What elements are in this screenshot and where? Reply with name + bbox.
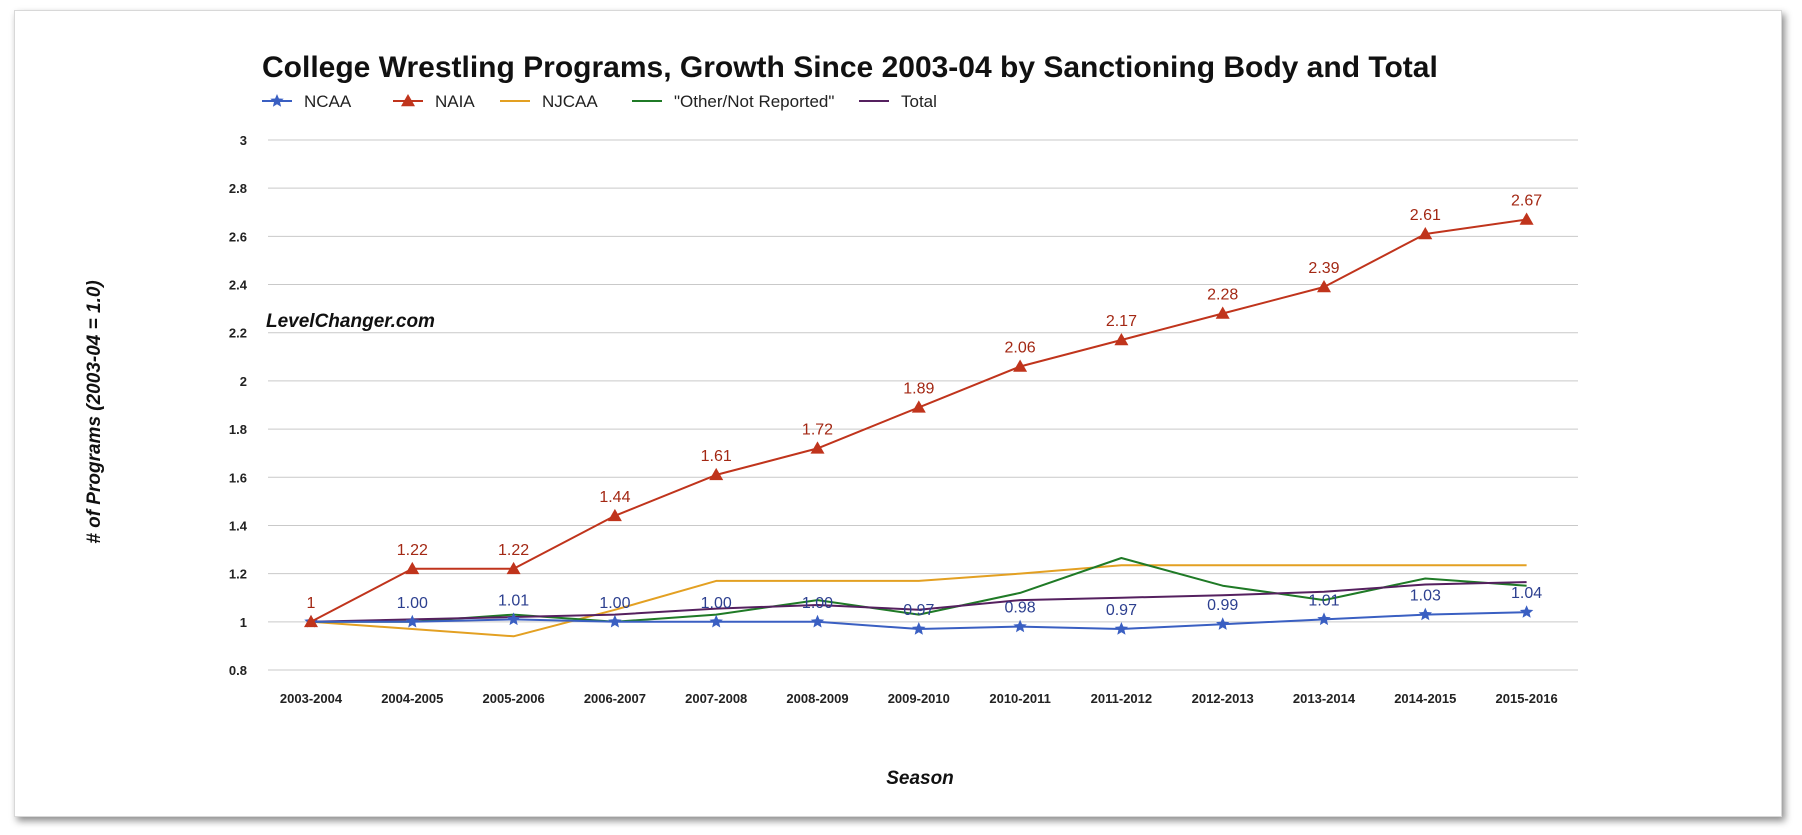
y-tick-label: 1.2 — [229, 567, 247, 582]
point-naia — [607, 508, 622, 522]
point-ncaa — [608, 614, 622, 628]
data-label-naia: 1.22 — [498, 542, 529, 559]
point-naia — [911, 400, 926, 413]
data-label-ncaa: 1.01 — [498, 592, 529, 609]
legend-label-njcaa: NJCAA — [542, 92, 598, 111]
point-naia — [506, 561, 521, 575]
point-ncaa — [1317, 612, 1331, 626]
x-axis-label: Season — [886, 768, 954, 789]
x-tick-label: 2008-2009 — [786, 691, 848, 706]
y-tick-label: 2.2 — [229, 326, 247, 341]
y-axis-label: # of Programs (2003-04 = 1.0) — [84, 280, 105, 544]
data-label-naia: 1.44 — [599, 489, 630, 506]
series-line-njcaa — [310, 564, 1527, 638]
point-naia — [304, 614, 318, 628]
point-naia — [1114, 332, 1129, 346]
x-tick-label: 2015-2016 — [1496, 691, 1558, 706]
x-tick-label: 2011-2012 — [1091, 691, 1152, 706]
y-tick-label: 2.4 — [229, 278, 248, 293]
legend-marker-naia — [401, 94, 415, 107]
x-tick-label: 2009-2010 — [888, 691, 950, 706]
point-ncaa — [405, 614, 419, 628]
data-label-naia: 2.61 — [1410, 207, 1441, 224]
legend-marker-ncaa — [270, 94, 284, 107]
y-tick-label: 3 — [240, 133, 247, 148]
y-tick-label: 1.6 — [229, 470, 247, 485]
data-label-ncaa: 1.00 — [397, 595, 428, 612]
data-label-naia: 2.17 — [1106, 313, 1137, 330]
point-naia — [405, 561, 420, 575]
x-tick-label: 2012-2013 — [1192, 691, 1254, 706]
data-label-ncaa: 0.99 — [1207, 597, 1238, 614]
x-tick-label: 2014-2015 — [1394, 691, 1456, 706]
watermark: LevelChanger.com — [266, 311, 435, 332]
x-axis-ticks: 2003-2004 2004-2005 2005-2006 2006-2007 2007… — [280, 691, 1558, 706]
point-naia — [1013, 359, 1028, 372]
data-label-naia: 2.67 — [1511, 193, 1542, 210]
data-label-naia: 1.61 — [701, 448, 732, 465]
legend-label-total: Total — [901, 92, 937, 111]
point-naia — [810, 441, 825, 454]
y-tick-label: 2.8 — [229, 181, 247, 196]
data-label-ncaa: 1.04 — [1511, 585, 1542, 602]
point-ncaa — [1418, 607, 1432, 621]
x-tick-label: 2005-2006 — [483, 691, 545, 706]
series-line-naia — [310, 218, 1527, 623]
y-axis-ticks: 3 2.8 2.6 2.4 2.2 2 1.8 1.6 1.4 1.2 1 0.8 — [229, 133, 248, 678]
x-tick-label: 2006-2007 — [584, 691, 646, 706]
point-ncaa — [1013, 619, 1027, 633]
x-tick-label: 2007-2008 — [685, 691, 747, 706]
y-tick-label: 1.4 — [229, 518, 248, 533]
data-label-ncaa: 0.97 — [903, 602, 934, 619]
data-label-naia: 2.39 — [1308, 260, 1339, 277]
x-tick-label: 2004-2005 — [381, 691, 443, 706]
y-tick-label: 2.6 — [229, 229, 247, 244]
data-label-ncaa: 1.00 — [599, 595, 630, 612]
data-label-naia: 1 — [307, 595, 316, 612]
point-naia — [1418, 226, 1433, 240]
data-labels: 1.00 1.01 1.00 1.00 1.00 0.97 0.98 0.97 0.99 1.01… — [307, 193, 1543, 620]
data-label-ncaa: 0.97 — [1106, 602, 1137, 619]
data-label-ncaa: 0.98 — [1005, 600, 1036, 617]
x-tick-label: 2013-2014 — [1293, 691, 1356, 706]
data-label-naia: 1.89 — [903, 380, 934, 397]
x-tick-label: 2010-2011 — [989, 691, 1050, 706]
point-naia — [709, 467, 724, 481]
y-tick-label: 0.8 — [229, 663, 247, 678]
legend-label-naia: NAIA — [435, 92, 475, 111]
point-naia — [1317, 279, 1331, 293]
chart-title: College Wrestling Programs, Growth Since… — [262, 51, 1438, 84]
data-label-ncaa: 1.01 — [1308, 592, 1339, 609]
data-label-ncaa: 1.00 — [802, 595, 833, 612]
data-label-ncaa: 1.00 — [701, 595, 732, 612]
y-tick-label: 1 — [240, 615, 247, 630]
data-label-naia: 2.06 — [1005, 339, 1036, 356]
chart-frame — [14, 10, 1782, 817]
point-ncaa — [912, 622, 926, 635]
point-ncaa — [506, 612, 521, 626]
data-label-naia: 1.22 — [397, 542, 428, 559]
data-label-naia: 2.28 — [1207, 286, 1238, 303]
y-tick-label: 2 — [240, 374, 247, 389]
point-ncaa — [810, 614, 825, 628]
point-ncaa — [1216, 617, 1230, 630]
data-label-ncaa: 1.03 — [1410, 588, 1441, 605]
x-tick-label: 2003-2004 — [280, 691, 343, 706]
point-ncaa — [1519, 605, 1534, 618]
series-lines — [304, 212, 1534, 638]
legend-label-ncaa: NCAA — [304, 92, 352, 111]
point-ncaa — [1114, 622, 1129, 635]
legend: NCAA NAIA NJCAA "Other/Not Reported" Total — [262, 92, 937, 111]
point-ncaa — [709, 614, 723, 628]
legend-label-other-not-reported: "Other/Not Reported" — [674, 92, 834, 111]
y-tick-label: 1.8 — [229, 422, 247, 437]
point-naia — [1215, 306, 1230, 319]
point-naia — [1519, 212, 1534, 225]
gridlines — [268, 139, 1578, 671]
data-label-naia: 1.72 — [802, 421, 833, 438]
